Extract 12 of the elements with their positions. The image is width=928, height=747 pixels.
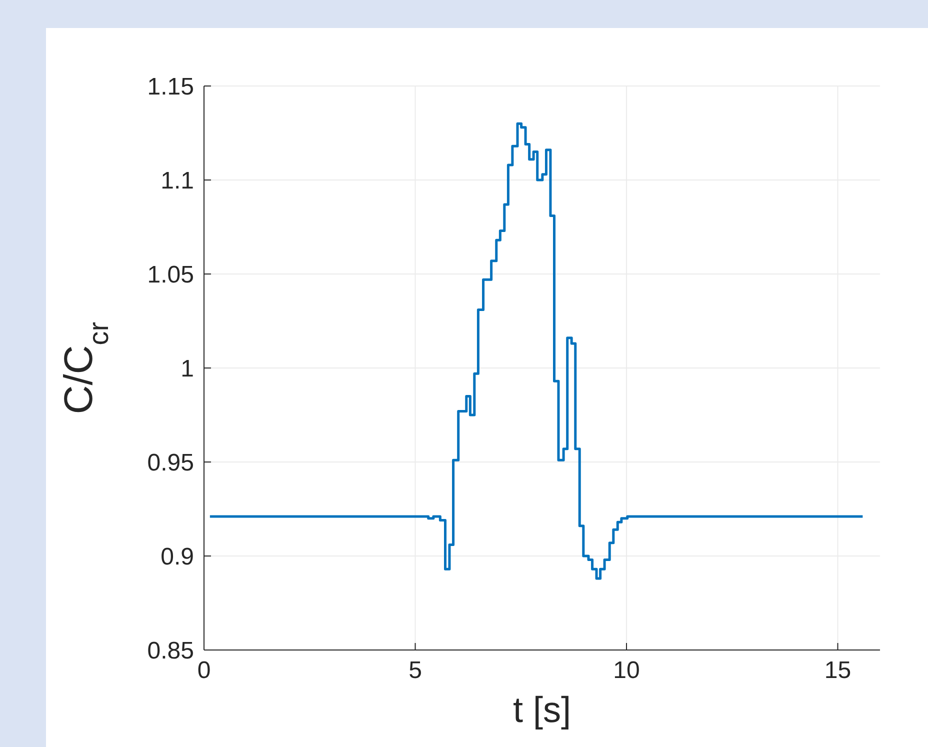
y-tick-label: 1.15	[147, 73, 194, 100]
x-tick-label: 10	[613, 657, 640, 684]
y-tick-label: 0.9	[160, 543, 194, 570]
y-tick-label: 0.95	[147, 449, 194, 476]
x-tick-label: 5	[408, 657, 422, 684]
y-tick-label: 1	[180, 355, 194, 382]
y-tick-label: 1.05	[147, 261, 194, 288]
x-axis-title: t [s]	[512, 689, 572, 730]
x-tick-label: 0	[197, 657, 211, 684]
y-tick-label: 0.85	[147, 637, 194, 664]
x-tick-label: 15	[824, 657, 852, 684]
y-tick-label: 1.1	[160, 167, 194, 194]
